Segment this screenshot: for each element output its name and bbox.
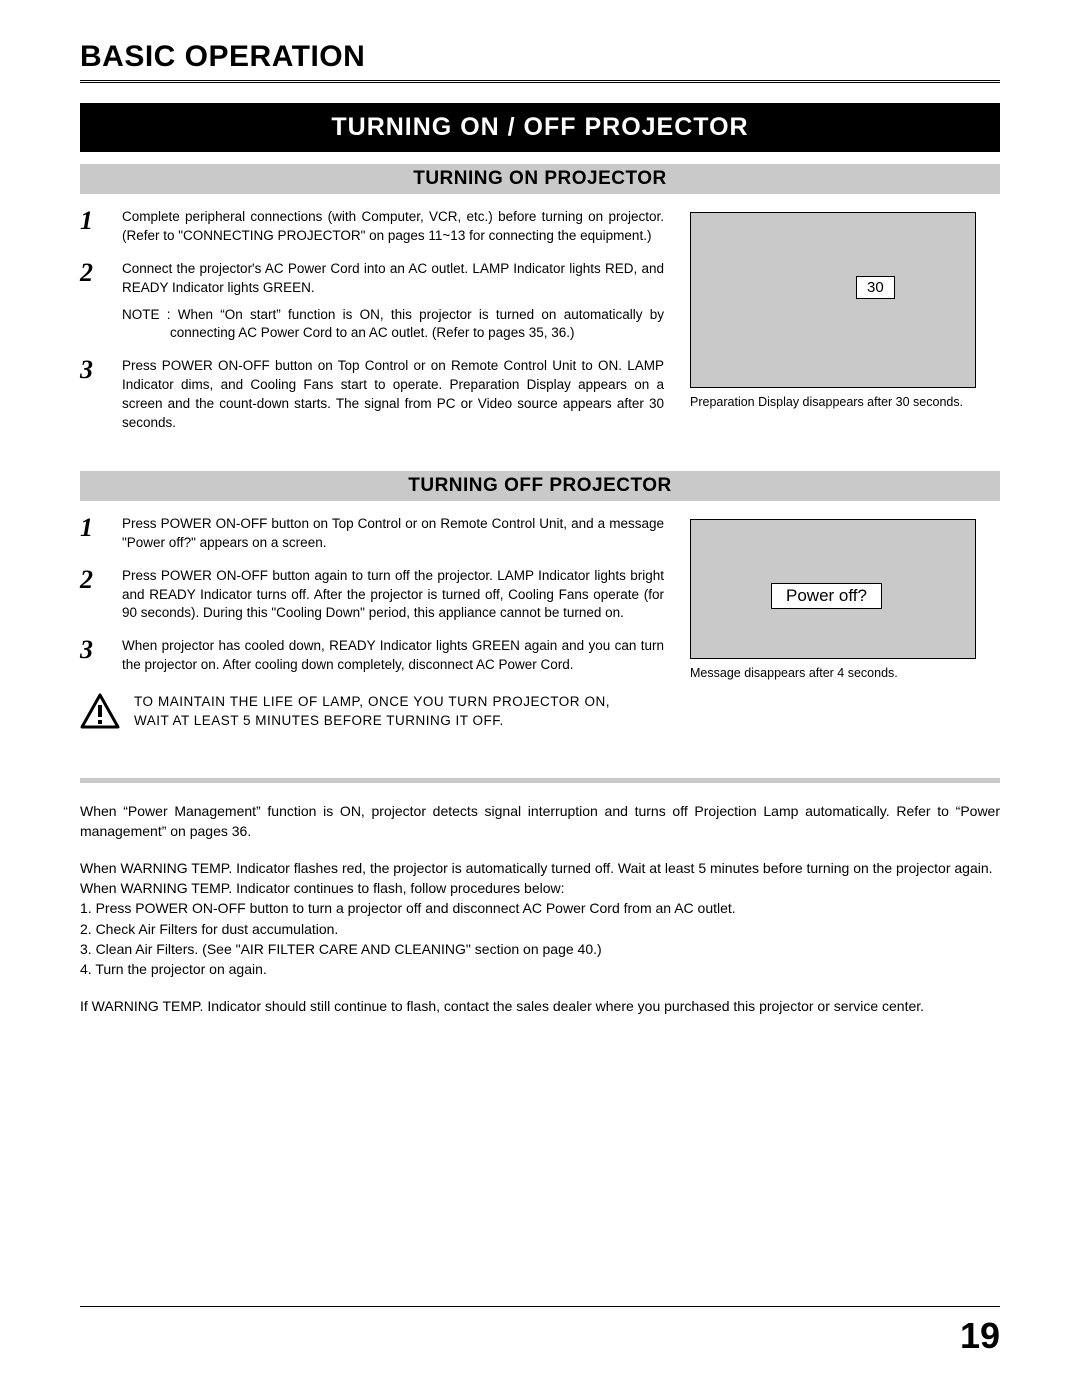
step: 3 Press POWER ON-OFF button on Top Contr…	[80, 357, 664, 433]
body-paragraph: When “Power Management” function is ON, …	[80, 801, 1000, 842]
footer-line	[80, 1306, 1000, 1307]
screen-caption: Message disappears after 4 seconds.	[690, 665, 1000, 681]
step-text: Press POWER ON-OFF button on Top Control…	[122, 515, 664, 553]
countdown-value: 30	[856, 276, 895, 299]
step-number: 2	[80, 260, 108, 298]
poweroff-message: Power off?	[771, 583, 882, 609]
screen-caption: Preparation Display disappears after 30 …	[690, 394, 1000, 410]
section-off-header: TURNING OFF PROJECTOR	[80, 471, 1000, 501]
step: 1 Complete peripheral connections (with …	[80, 208, 664, 246]
step-number: 3	[80, 357, 108, 433]
step-text: When projector has cooled down, READY In…	[122, 637, 664, 675]
warning-text: TO MAINTAIN THE LIFE OF LAMP, ONCE YOU T…	[134, 693, 610, 731]
body-paragraph: If WARNING TEMP. Indicator should still …	[80, 996, 1000, 1016]
page-title: BASIC OPERATION	[80, 40, 1000, 74]
body-paragraph: When WARNING TEMP. Indicator flashes red…	[80, 858, 1000, 980]
warning-icon	[80, 693, 120, 734]
title-underline	[80, 80, 1000, 83]
step-text: Connect the projector's AC Power Cord in…	[122, 260, 664, 298]
list-item: 1. Press POWER ON-OFF button to turn a p…	[80, 898, 1000, 918]
step: 3 When projector has cooled down, READY …	[80, 637, 664, 675]
banner-title: TURNING ON / OFF PROJECTOR	[80, 103, 1000, 152]
section-divider	[80, 778, 1000, 783]
step-text: Press POWER ON-OFF button again to turn …	[122, 567, 664, 624]
step-number: 2	[80, 567, 108, 624]
section-off-body: 1 Press POWER ON-OFF button on Top Contr…	[80, 515, 1000, 748]
page-number: 19	[960, 1315, 1000, 1357]
step-number: 1	[80, 208, 108, 246]
step-text: Complete peripheral connections (with Co…	[122, 208, 664, 246]
step-number: 1	[80, 515, 108, 553]
poweroff-screen: Power off?	[690, 519, 976, 659]
list-item: 2. Check Air Filters for dust accumulati…	[80, 919, 1000, 939]
body-line: When WARNING TEMP. Indicator flashes red…	[80, 858, 1000, 878]
step: 2 Connect the projector's AC Power Cord …	[80, 260, 664, 298]
body-line: When WARNING TEMP. Indicator continues t…	[80, 878, 1000, 898]
step-note: NOTE : When “On start” function is ON, t…	[122, 306, 664, 344]
step: 1 Press POWER ON-OFF button on Top Contr…	[80, 515, 664, 553]
list-item: 3. Clean Air Filters. (See "AIR FILTER C…	[80, 939, 1000, 959]
warning-row: TO MAINTAIN THE LIFE OF LAMP, ONCE YOU T…	[80, 693, 610, 734]
step: 2 Press POWER ON-OFF button again to tur…	[80, 567, 664, 624]
section-on-body: 1 Complete peripheral connections (with …	[80, 208, 1000, 447]
preparation-screen: 30	[690, 212, 976, 388]
list-item: 4. Turn the projector on again.	[80, 959, 1000, 979]
step-text: Press POWER ON-OFF button on Top Control…	[122, 357, 664, 433]
section-on-header: TURNING ON PROJECTOR	[80, 164, 1000, 194]
step-number: 3	[80, 637, 108, 675]
